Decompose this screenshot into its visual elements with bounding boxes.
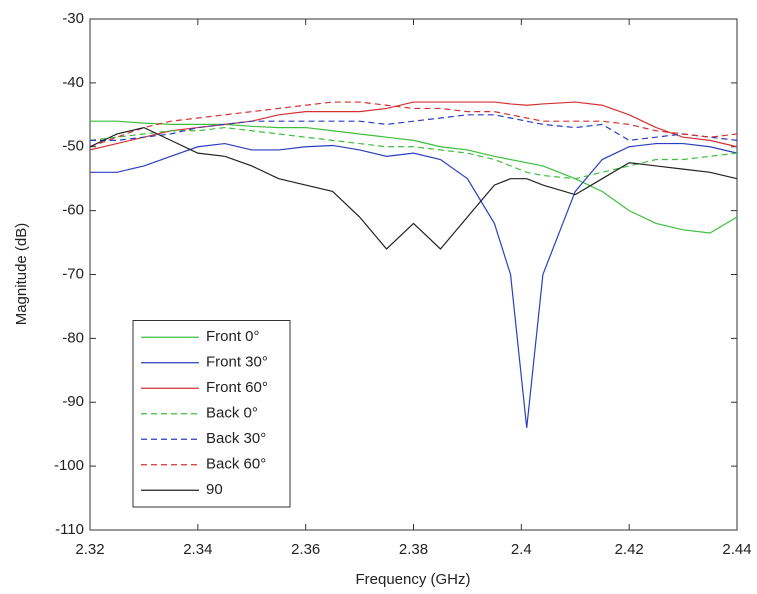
y-tick-label: -80 xyxy=(62,329,84,346)
series-line xyxy=(90,114,738,141)
legend-label: 90 xyxy=(206,481,223,498)
series-line xyxy=(89,126,738,250)
series-line xyxy=(89,126,738,180)
series-line xyxy=(89,101,738,148)
legend-label: Back 30° xyxy=(206,430,266,447)
y-tick-label: -30 xyxy=(62,10,84,27)
legend-label: Front 0° xyxy=(206,328,260,345)
x-tick-label: 2.32 xyxy=(75,541,104,558)
y-axis-label: Magnitude (dB) xyxy=(13,223,30,326)
legend-label: Front 60° xyxy=(206,379,268,396)
series-line xyxy=(90,120,738,234)
y-tick-label: -40 xyxy=(62,74,84,91)
y-tick-label: -60 xyxy=(62,202,84,219)
x-tick-label: 2.34 xyxy=(183,541,212,558)
x-tick-label: 2.4 xyxy=(511,541,532,558)
series-line xyxy=(90,142,738,428)
legend-label: Back 0° xyxy=(206,405,258,422)
y-tick-label: -110 xyxy=(55,521,84,538)
x-tick-label: 2.36 xyxy=(291,541,320,558)
legend-label: Back 60° xyxy=(206,456,266,473)
y-tick-label: -90 xyxy=(62,393,84,410)
x-tick-label: 2.42 xyxy=(615,541,644,558)
x-tick-label: 2.44 xyxy=(722,541,751,558)
y-tick-label: -100 xyxy=(54,457,84,474)
x-axis-label: Frequency (GHz) xyxy=(355,571,470,588)
y-tick-label: -50 xyxy=(62,138,84,155)
legend-label: Front 30° xyxy=(206,354,268,371)
x-tick-label: 2.38 xyxy=(399,541,428,558)
legend-box xyxy=(132,320,291,508)
y-tick-label: -70 xyxy=(62,265,84,282)
